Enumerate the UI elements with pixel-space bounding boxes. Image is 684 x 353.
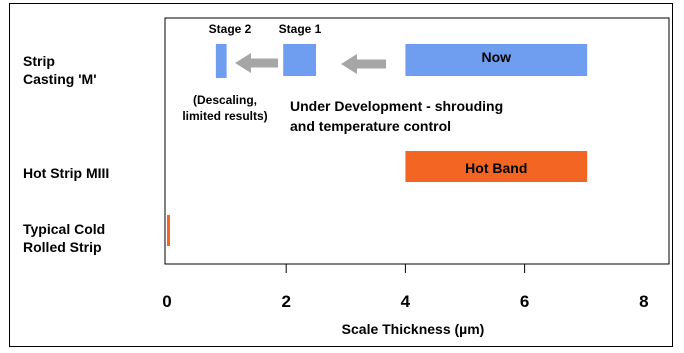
annotation-development: and temperature control: [290, 118, 451, 134]
category-label: Typical Cold: [23, 221, 105, 237]
category-label: Rolled Strip: [23, 239, 102, 255]
tick-label: 6: [520, 292, 529, 311]
category-label: Casting 'M': [23, 71, 97, 87]
bar-label: Stage 2: [209, 22, 252, 36]
annotation-descaling: (Descaling,: [193, 93, 257, 107]
arrow: [341, 54, 386, 74]
tick-label: 0: [162, 292, 171, 311]
x-ticks: 0 2 4 6 8: [162, 264, 649, 311]
annotations: (Descaling, limited results) Under Develop…: [182, 93, 503, 134]
arrow: [235, 53, 278, 73]
annotation-development: Under Development - shrouding: [290, 98, 503, 114]
bar-label: Now: [482, 49, 512, 65]
category-label: Hot Strip MIII: [23, 165, 109, 181]
x-axis-label: Scale Thickness (µm): [342, 321, 485, 337]
category-label: Strip: [23, 53, 55, 69]
bar-label: Stage 1: [279, 22, 322, 36]
bar: [167, 215, 170, 246]
bar: [405, 151, 588, 182]
tick-label: 2: [281, 292, 290, 311]
bar: [215, 44, 227, 78]
arrows: [235, 53, 386, 74]
tick-label: 4: [401, 292, 411, 311]
chart-frame: [9, 3, 673, 347]
bars: Now Stage 1 Stage 2 Hot Band: [167, 22, 588, 246]
bar: [405, 44, 588, 76]
tick-label: 8: [639, 292, 648, 311]
bar-label: Hot Band: [465, 160, 527, 176]
bar: [283, 44, 316, 76]
category-labels: Strip Casting 'M' Hot Strip MIII Typical Co…: [23, 53, 109, 255]
annotation-descaling: limited results): [182, 109, 267, 123]
